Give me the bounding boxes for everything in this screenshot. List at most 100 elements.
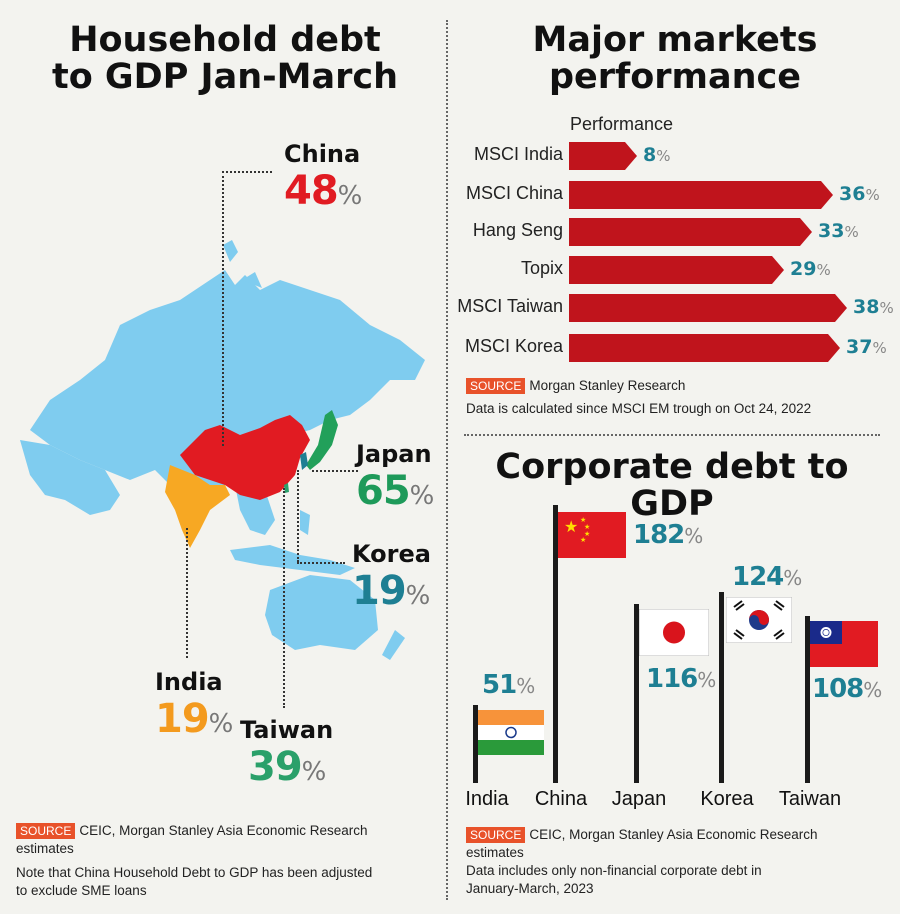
markets-title-line2: performance: [548, 56, 802, 97]
corp-value-japan: 116%: [646, 664, 716, 694]
horizontal-divider: [464, 434, 880, 436]
household-source-text: CEIC, Morgan Stanley Asia Economic Resea…: [79, 823, 368, 838]
corporate-source-text: CEIC, Morgan Stanley Asia Economic Resea…: [529, 827, 818, 842]
korea-region: [300, 452, 308, 470]
taiwan-callout: Taiwan 39%: [240, 716, 340, 790]
market-value-5: 37%: [846, 336, 887, 358]
market-value-2: 33%: [818, 220, 859, 242]
household-source-text2: estimates: [16, 841, 74, 856]
market-value-0: 8%: [643, 144, 671, 166]
japan-region: [306, 410, 338, 470]
india-leader: [186, 528, 188, 658]
japan-flag: [639, 609, 709, 656]
australia: [265, 575, 378, 650]
mideast-landmass: [20, 440, 120, 515]
taiwan-flag: [810, 621, 878, 667]
japan-pole: [634, 604, 639, 783]
markets-axis-title: Performance: [570, 114, 674, 134]
markets-source-text: Morgan Stanley Research: [529, 378, 686, 393]
india-region: [165, 465, 230, 548]
china-label: China: [284, 140, 361, 168]
markets-source-badge: SOURCE: [466, 378, 526, 394]
svg-text:★: ★: [584, 530, 590, 538]
markets-bar-chart: MSCI India 8% MSCI China 36% Hang Seng 33% Top…: [0, 0, 900, 380]
japan-leader: [312, 470, 358, 472]
market-label-5: MSCI Korea: [464, 336, 563, 356]
china-leader-h: [222, 171, 272, 173]
corp-value-china: 182%: [633, 520, 703, 550]
market-bar-5: [569, 334, 840, 362]
china-pole: [553, 505, 558, 783]
corporate-source-text2: estimates: [466, 845, 524, 860]
markets-note: Data is calculated since MSCI EM trough …: [466, 401, 812, 416]
household-title-line2: to GDP Jan-March: [51, 56, 399, 97]
market-bar-1: [569, 181, 833, 209]
market-bar-3: [569, 256, 784, 284]
corp-x-korea: Korea: [700, 788, 754, 810]
market-label-2: Hang Seng: [472, 220, 563, 240]
market-bar-2: [569, 218, 812, 246]
taiwan-region: [284, 483, 289, 493]
svg-text:★: ★: [564, 517, 578, 536]
corporate-note: Data includes only non-financial corpora…: [466, 862, 886, 898]
market-label-4: MSCI Taiwan: [457, 296, 563, 316]
asia-map: [20, 240, 425, 660]
svg-text:★: ★: [584, 523, 590, 531]
korea-value: 19%: [352, 568, 430, 614]
india-pole: [473, 705, 478, 783]
taiwan-value: 39%: [248, 744, 326, 790]
taiwan-pole: [805, 616, 810, 783]
asia-landmass: [30, 270, 425, 495]
korea-leader-h: [297, 562, 345, 564]
new-zealand: [382, 630, 405, 660]
china-region: [180, 415, 310, 500]
household-title-line1: Household debt: [69, 20, 381, 60]
corp-value-india: 51%: [482, 670, 535, 700]
market-label-0: MSCI India: [473, 144, 563, 164]
india-label: India: [155, 668, 223, 696]
household-note-line1: Note that China Household Debt to GDP ha…: [16, 865, 373, 880]
household-source-badge: SOURCE: [16, 823, 76, 839]
market-value-3: 29%: [790, 258, 831, 280]
arctic-island-2: [242, 272, 262, 288]
china-callout: China 48%: [284, 140, 394, 214]
taiwan-label: Taiwan: [240, 716, 334, 744]
corp-x-india: India: [465, 788, 509, 810]
market-label-3: Topix: [520, 258, 563, 278]
household-note-line2: to exclude SME loans: [16, 883, 147, 898]
markets-title-line1: Major markets: [532, 20, 818, 60]
korea-label: Korea: [352, 540, 431, 568]
china-value: 48%: [284, 168, 362, 214]
market-value-4: 38%: [853, 296, 894, 318]
market-label-1: MSCI China: [465, 183, 563, 203]
japan-callout: Japan 65%: [356, 440, 446, 514]
market-bar-0: [569, 142, 637, 170]
corp-x-taiwan: Taiwan: [778, 788, 842, 810]
svg-text:★: ★: [580, 516, 586, 524]
corp-x-china: China: [534, 788, 588, 810]
japan-label: Japan: [356, 440, 432, 468]
india-value: 19%: [155, 696, 233, 742]
japan-value: 65%: [356, 468, 434, 514]
corporate-source: SOURCE CEIC, Morgan Stanley Asia Economic…: [466, 826, 886, 862]
arctic-island: [223, 240, 238, 262]
household-title: Household debt to GDP Jan-March: [40, 22, 410, 96]
india-callout: India 19%: [155, 668, 245, 742]
corporate-note-line1: Data includes only non-financial corpora…: [466, 863, 762, 878]
vertical-divider: [446, 20, 448, 900]
korea-leader-v: [297, 470, 299, 562]
household-source: SOURCE CEIC, Morgan Stanley Asia Economic…: [16, 822, 436, 858]
philippines: [300, 510, 310, 535]
china-leader-v: [222, 171, 224, 446]
market-value-1: 36%: [839, 183, 880, 205]
svg-text:★: ★: [580, 536, 586, 544]
taiwan-leader: [283, 488, 285, 708]
indonesia: [230, 545, 355, 575]
india-flag: [478, 710, 544, 755]
corporate-source-badge: SOURCE: [466, 827, 526, 843]
corp-value-korea: 124%: [732, 562, 802, 592]
korea-callout: Korea 19%: [352, 540, 442, 614]
china-flag: ★ ★ ★ ★ ★: [558, 512, 626, 558]
corporate-title: Corporate debt to GDP: [495, 447, 849, 524]
market-bar-4: [569, 294, 847, 322]
